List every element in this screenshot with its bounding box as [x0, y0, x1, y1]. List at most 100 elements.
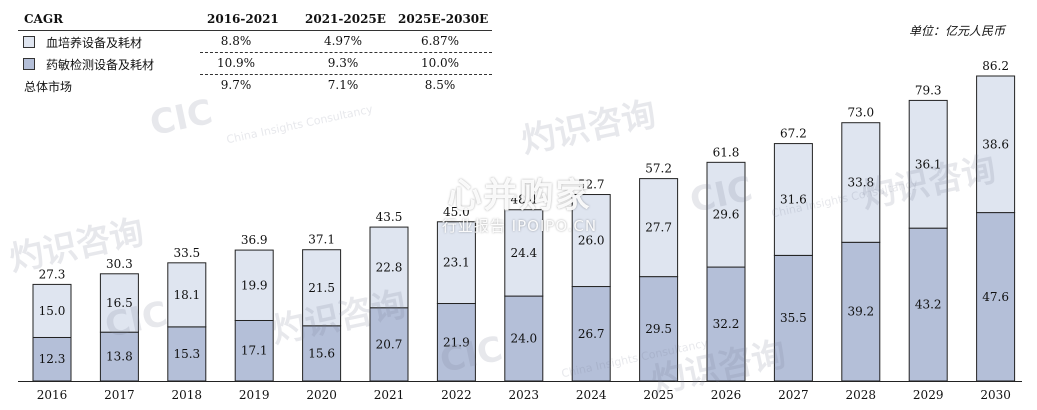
- bar-segment-blood-culture: [571, 194, 611, 288]
- cagr-row-total: 总体市场 9.7% 7.1% 8.5%: [0, 76, 500, 98]
- bar-segment-ast: [234, 319, 274, 382]
- segment-value-label: 36.1: [915, 157, 942, 171]
- segment-value-label: 27.7: [645, 221, 672, 235]
- segment-value-label: 31.6: [780, 192, 807, 206]
- cagr-divider: [200, 52, 492, 53]
- cagr-value: 7.1%: [327, 78, 359, 92]
- cagr-header-period-2: 2021-2025E: [305, 12, 386, 26]
- bar-total-label: 30.3: [106, 257, 133, 271]
- bar-total-label: 36.9: [241, 233, 268, 247]
- x-tick-label: 2021: [374, 388, 405, 402]
- legend-swatch-ast: [23, 58, 35, 70]
- segment-value-label: 15.3: [173, 347, 200, 361]
- cagr-header-label: CAGR: [24, 12, 64, 26]
- bar-total-label: 52.7: [578, 178, 605, 192]
- x-tick-label: 2025: [643, 388, 674, 402]
- segment-value-label: 19.9: [241, 278, 268, 292]
- segment-value-label: 39.2: [847, 305, 874, 319]
- segment-value-label: 38.6: [982, 137, 1009, 151]
- bar-segment-blood-culture: [32, 283, 72, 338]
- cagr-value: 8.8%: [220, 34, 252, 48]
- segment-value-label: 26.7: [578, 327, 605, 341]
- cagr-table: CAGR 2016-2021 2021-2025E 2025E-2030E 血培…: [0, 0, 500, 100]
- segment-value-label: 29.6: [713, 208, 740, 222]
- bar-total-label: 48.4: [510, 193, 537, 207]
- x-tick-label: 2022: [441, 388, 472, 402]
- segment-value-label: 33.8: [847, 176, 874, 190]
- segment-value-label: 16.5: [106, 296, 133, 310]
- bar-segment-blood-culture: [908, 99, 948, 229]
- bar-segment-blood-culture: [369, 226, 409, 309]
- bar-segment-ast: [639, 276, 679, 382]
- bar-segment-ast: [369, 307, 409, 382]
- bar-total-label: 73.0: [847, 106, 874, 120]
- bar-segment-ast: [99, 331, 139, 382]
- bar-segment-blood-culture: [706, 161, 746, 268]
- segment-value-label: 15.0: [39, 304, 66, 318]
- cagr-row-label: 药敏检测设备及耗材: [46, 58, 155, 72]
- segment-value-label: 35.5: [780, 311, 807, 325]
- cagr-row-label: 总体市场: [24, 80, 73, 94]
- bar-segment-ast: [302, 325, 342, 382]
- segment-value-label: 21.5: [308, 281, 335, 295]
- cagr-value: 4.97%: [323, 34, 363, 48]
- bar-segment-blood-culture: [639, 178, 679, 278]
- bar-total-label: 43.5: [376, 210, 403, 224]
- bar-total-label: 27.3: [39, 267, 66, 281]
- cagr-value: 10.9%: [216, 56, 256, 70]
- bar-total-label: 79.3: [915, 83, 942, 97]
- segment-value-label: 43.2: [915, 298, 942, 312]
- x-tick-label: 2016: [37, 388, 68, 402]
- bar-total-label: 33.5: [173, 246, 200, 260]
- bar-segment-blood-culture: [976, 75, 1016, 214]
- x-tick-label: 2028: [846, 388, 877, 402]
- bar-segment-ast: [167, 326, 207, 382]
- segment-value-label: 26.0: [578, 234, 605, 248]
- segment-value-label: 32.2: [713, 317, 740, 331]
- cagr-row-blood-culture: 血培养设备及耗材 8.8% 4.97% 6.87%: [0, 32, 500, 54]
- cagr-value: 9.3%: [327, 56, 359, 70]
- bar-segment-blood-culture: [773, 143, 813, 256]
- segment-value-label: 22.8: [376, 260, 403, 274]
- segment-value-label: 24.0: [510, 332, 537, 346]
- bar-segment-ast: [504, 295, 544, 382]
- segment-value-label: 18.1: [173, 288, 200, 302]
- x-tick-label: 2026: [711, 388, 742, 402]
- bar-segment-ast: [32, 336, 72, 382]
- segment-value-label: 20.7: [376, 337, 403, 351]
- bar-segment-ast: [436, 303, 476, 382]
- x-tick-label: 2017: [104, 388, 135, 402]
- bar-segment-blood-culture: [302, 249, 342, 327]
- segment-value-label: 15.6: [308, 346, 335, 360]
- bar-total-label: 57.2: [645, 162, 672, 176]
- cagr-divider: [200, 74, 492, 75]
- cagr-value: 8.5%: [424, 78, 456, 92]
- x-tick-label: 2018: [172, 388, 203, 402]
- segment-value-label: 12.3: [39, 352, 66, 366]
- bar-total-label: 45.0: [443, 205, 470, 219]
- cagr-row-ast: 药敏检测设备及耗材 10.9% 9.3% 10.0%: [0, 54, 500, 76]
- bar-segment-blood-culture: [167, 262, 207, 328]
- segment-value-label: 21.9: [443, 335, 470, 349]
- bar-segment-ast: [773, 254, 813, 382]
- bar-segment-ast: [706, 266, 746, 382]
- segment-value-label: 23.1: [443, 256, 470, 270]
- segment-value-label: 17.1: [241, 344, 268, 358]
- x-tick-label: 2030: [980, 388, 1011, 402]
- x-tick-label: 2020: [306, 388, 337, 402]
- bar-segment-blood-culture: [436, 221, 476, 305]
- bar-segment-blood-culture: [504, 209, 544, 297]
- cagr-header-period-3: 2025E-2030E: [398, 12, 489, 26]
- bar-segment-blood-culture: [234, 249, 274, 321]
- unit-label: 单位：亿元人民币: [908, 24, 1005, 38]
- segment-value-label: 24.4: [510, 246, 537, 260]
- bar-total-label: 67.2: [780, 127, 807, 141]
- bar-segment-blood-culture: [99, 273, 139, 333]
- segment-value-label: 13.8: [106, 350, 133, 364]
- x-tick-label: 2029: [913, 388, 944, 402]
- x-tick-label: 2027: [778, 388, 809, 402]
- cagr-value: 9.7%: [220, 78, 252, 92]
- cagr-value: 6.87%: [420, 34, 460, 48]
- cagr-row-label: 血培养设备及耗材: [46, 36, 143, 50]
